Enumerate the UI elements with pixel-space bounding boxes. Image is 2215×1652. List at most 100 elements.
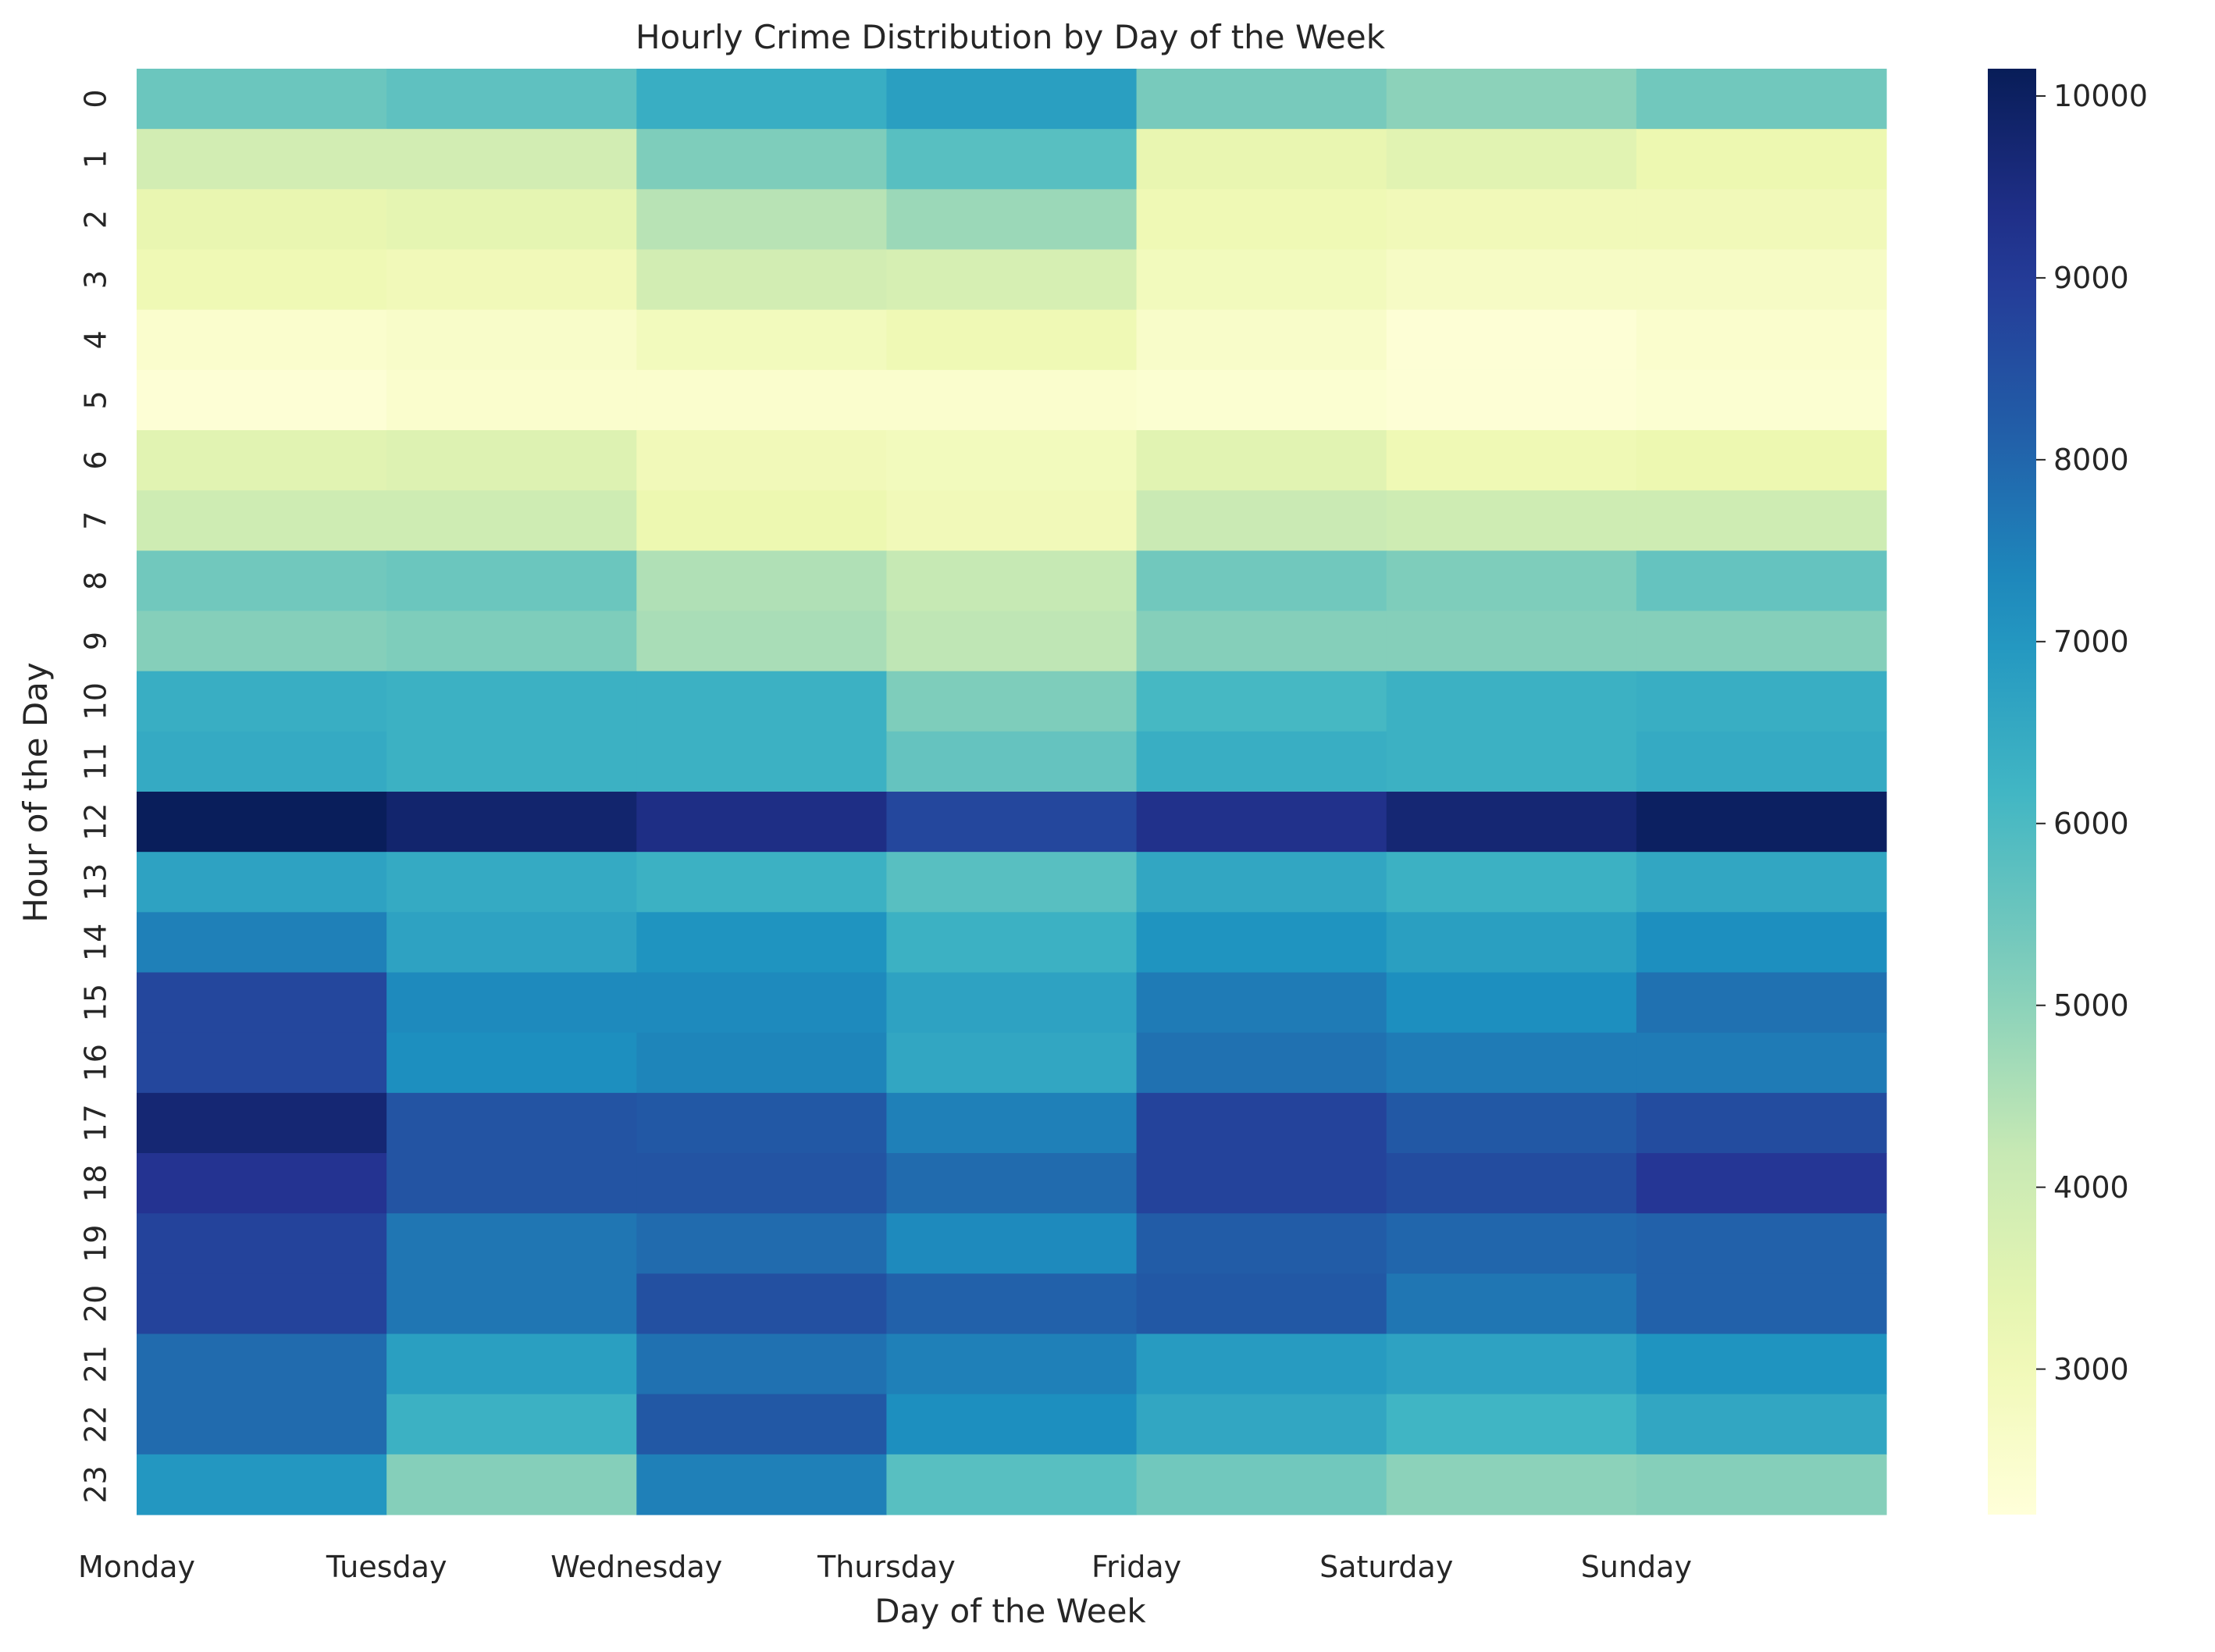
heatmap-cell bbox=[1636, 129, 1887, 190]
heatmap-cell bbox=[636, 490, 888, 551]
heatmap-cell bbox=[1636, 189, 1887, 251]
heatmap-cell bbox=[886, 430, 1138, 491]
heatmap-cell bbox=[137, 1454, 387, 1515]
heatmap-cell bbox=[1636, 69, 1887, 130]
heatmap-cell bbox=[1636, 792, 1887, 853]
heatmap-cell bbox=[886, 1032, 1138, 1094]
heatmap-cell bbox=[1386, 249, 1637, 311]
colorbar-tick-label: 7000 bbox=[2053, 625, 2129, 659]
y-tick-label: 22 bbox=[78, 1405, 112, 1443]
y-tick-label: 0 bbox=[78, 89, 112, 108]
heatmap-cell bbox=[886, 1333, 1138, 1395]
heatmap-cell bbox=[636, 1333, 888, 1395]
heatmap-cell bbox=[636, 1273, 888, 1335]
y-tick-label: 2 bbox=[78, 210, 112, 229]
heatmap-cell bbox=[1386, 1273, 1637, 1335]
heatmap-cell bbox=[886, 912, 1138, 974]
heatmap-cell bbox=[886, 189, 1138, 251]
heatmap-cell bbox=[886, 369, 1138, 431]
heatmap-cell bbox=[1386, 912, 1637, 974]
heatmap-cell bbox=[1136, 1092, 1387, 1154]
y-tick-label: 8 bbox=[78, 571, 112, 590]
heatmap-cell bbox=[137, 1092, 387, 1154]
y-tick-label: 15 bbox=[78, 984, 112, 1021]
heatmap-cell bbox=[1386, 1333, 1637, 1395]
heatmap-cell bbox=[386, 550, 637, 612]
heatmap-cell bbox=[137, 1394, 387, 1455]
x-tick-label: Sunday bbox=[1581, 1550, 1692, 1584]
y-tick-label: 16 bbox=[78, 1044, 112, 1081]
heatmap-cell bbox=[636, 972, 888, 1034]
y-tick-label: 23 bbox=[78, 1465, 112, 1503]
heatmap-cell bbox=[886, 69, 1138, 130]
heatmap-cell bbox=[1136, 611, 1387, 672]
heatmap-cell bbox=[386, 1153, 637, 1214]
heatmap-cell bbox=[636, 731, 888, 792]
colorbar-tick-label: 6000 bbox=[2053, 806, 2129, 841]
y-tick-label: 13 bbox=[78, 863, 112, 901]
heatmap-cell bbox=[1636, 972, 1887, 1034]
heatmap-cell bbox=[1636, 1153, 1887, 1214]
heatmap-cell bbox=[137, 69, 387, 130]
heatmap-cell bbox=[886, 490, 1138, 551]
heatmap-cell bbox=[1636, 490, 1887, 551]
heatmap-cells bbox=[137, 69, 1887, 1515]
heatmap-cell bbox=[886, 1153, 1138, 1214]
heatmap-cell bbox=[1136, 550, 1387, 612]
heatmap-cell bbox=[1136, 1153, 1387, 1214]
colorbar-tick-label: 3000 bbox=[2053, 1352, 2129, 1387]
heatmap-cell bbox=[137, 731, 387, 792]
heatmap-cell bbox=[886, 550, 1138, 612]
heatmap-cell bbox=[137, 1032, 387, 1094]
heatmap-cell bbox=[137, 189, 387, 251]
colorbar-tick-label: 4000 bbox=[2053, 1170, 2129, 1205]
heatmap-cell bbox=[1136, 1032, 1387, 1094]
heatmap-cell bbox=[1636, 1333, 1887, 1395]
y-tick-label: 3 bbox=[78, 270, 112, 289]
heatmap-cell bbox=[1386, 731, 1637, 792]
heatmap-cell bbox=[1386, 129, 1637, 190]
heatmap-cell bbox=[636, 792, 888, 853]
heatmap-cell bbox=[636, 369, 888, 431]
heatmap-cell bbox=[1636, 671, 1887, 732]
heatmap-cell bbox=[886, 1213, 1138, 1274]
heatmap-cell bbox=[386, 1454, 637, 1515]
heatmap-cell bbox=[1386, 69, 1637, 130]
colorbar-ticks: 3000 4000 5000 6000 7000 8000 9000 10000 bbox=[2036, 79, 2148, 1387]
heatmap-cell bbox=[1136, 972, 1387, 1034]
x-tick-label: Wednesday bbox=[550, 1550, 722, 1584]
heatmap-cell bbox=[137, 249, 387, 311]
y-tick-label: 20 bbox=[78, 1285, 112, 1323]
y-tick-label: 10 bbox=[78, 682, 112, 720]
colorbar-tick-label: 8000 bbox=[2053, 443, 2129, 477]
colorbar-tick-label: 10000 bbox=[2053, 79, 2148, 113]
heatmap-cell bbox=[386, 611, 637, 672]
heatmap-cell bbox=[1386, 1213, 1637, 1274]
heatmap-cell bbox=[1386, 189, 1637, 251]
heatmap-cell bbox=[886, 1454, 1138, 1515]
heatmap-cell bbox=[386, 671, 637, 732]
heatmap-cell bbox=[137, 309, 387, 371]
x-tick-label: Tuesday bbox=[326, 1550, 447, 1584]
heatmap-cell bbox=[137, 1213, 387, 1274]
heatmap-cell bbox=[636, 912, 888, 974]
y-axis-label: Hour of the Day bbox=[16, 662, 55, 923]
heatmap-cell bbox=[1386, 369, 1637, 431]
heatmap-cell bbox=[636, 611, 888, 672]
heatmap-cell bbox=[1136, 129, 1387, 190]
y-tick-label: 17 bbox=[78, 1104, 112, 1141]
heatmap-cell bbox=[1136, 369, 1387, 431]
heatmap-cell bbox=[1636, 1032, 1887, 1094]
heatmap-cell bbox=[386, 189, 637, 251]
heatmap-cell bbox=[1636, 369, 1887, 431]
heatmap-cell bbox=[886, 671, 1138, 732]
heatmap-cell bbox=[1386, 430, 1637, 491]
heatmap-cell bbox=[386, 369, 637, 431]
y-tick-label: 5 bbox=[78, 390, 112, 409]
heatmap-cell bbox=[1136, 490, 1387, 551]
y-tick-label: 9 bbox=[78, 632, 112, 650]
heatmap-cell bbox=[386, 852, 637, 913]
heatmap-cell bbox=[886, 1273, 1138, 1335]
heatmap-cell bbox=[636, 129, 888, 190]
